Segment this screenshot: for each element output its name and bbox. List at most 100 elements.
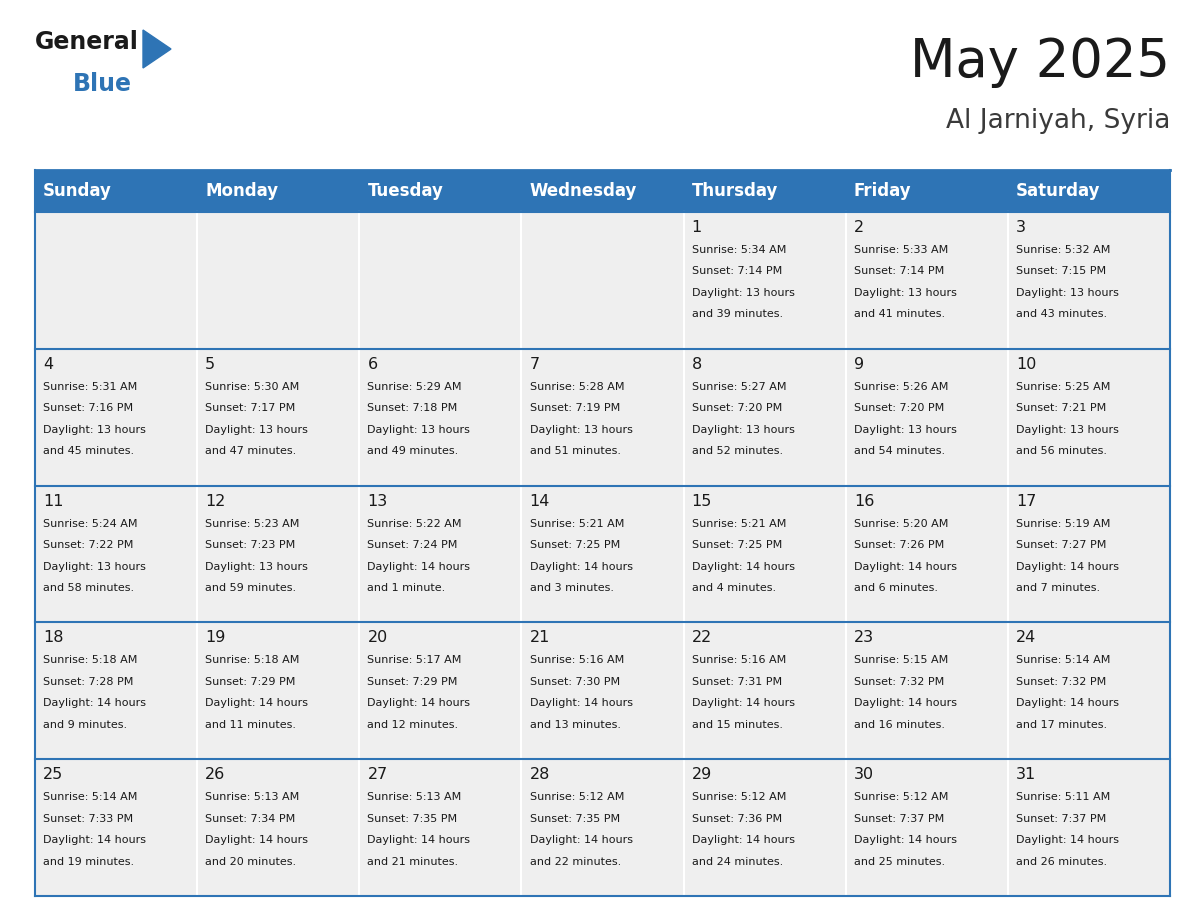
Text: Sunset: 7:37 PM: Sunset: 7:37 PM bbox=[854, 813, 944, 823]
Text: Blue: Blue bbox=[72, 72, 132, 96]
Text: 20: 20 bbox=[367, 631, 387, 645]
Text: Sunset: 7:19 PM: Sunset: 7:19 PM bbox=[530, 403, 620, 413]
Text: 8: 8 bbox=[691, 357, 702, 372]
Bar bbox=[197, 486, 359, 622]
Text: 17: 17 bbox=[1016, 494, 1036, 509]
Text: and 4 minutes.: and 4 minutes. bbox=[691, 583, 776, 593]
Bar bbox=[34, 349, 197, 486]
Text: Sunrise: 5:21 AM: Sunrise: 5:21 AM bbox=[691, 519, 786, 529]
Text: Daylight: 13 hours: Daylight: 13 hours bbox=[691, 288, 795, 298]
Text: 11: 11 bbox=[43, 494, 64, 509]
Text: and 12 minutes.: and 12 minutes. bbox=[367, 720, 459, 730]
Bar bbox=[683, 486, 846, 622]
Bar bbox=[197, 212, 359, 349]
Text: Monday: Monday bbox=[206, 182, 278, 200]
Text: Sunrise: 5:22 AM: Sunrise: 5:22 AM bbox=[367, 519, 462, 529]
Text: Sunrise: 5:28 AM: Sunrise: 5:28 AM bbox=[530, 382, 624, 392]
Text: May 2025: May 2025 bbox=[910, 36, 1170, 88]
Bar bbox=[846, 622, 1007, 759]
Text: Daylight: 13 hours: Daylight: 13 hours bbox=[1016, 288, 1119, 298]
Text: 24: 24 bbox=[1016, 631, 1036, 645]
Text: Sunset: 7:20 PM: Sunset: 7:20 PM bbox=[854, 403, 944, 413]
Text: and 13 minutes.: and 13 minutes. bbox=[530, 720, 620, 730]
Bar bbox=[359, 759, 522, 896]
Text: 4: 4 bbox=[43, 357, 53, 372]
Bar bbox=[846, 212, 1007, 349]
Text: Daylight: 14 hours: Daylight: 14 hours bbox=[691, 562, 795, 572]
Text: Daylight: 14 hours: Daylight: 14 hours bbox=[691, 835, 795, 845]
Text: Sunrise: 5:16 AM: Sunrise: 5:16 AM bbox=[530, 655, 624, 666]
Text: Sunrise: 5:17 AM: Sunrise: 5:17 AM bbox=[367, 655, 462, 666]
Text: Daylight: 14 hours: Daylight: 14 hours bbox=[530, 699, 632, 709]
Text: Sunrise: 5:21 AM: Sunrise: 5:21 AM bbox=[530, 519, 624, 529]
Text: and 22 minutes.: and 22 minutes. bbox=[530, 856, 621, 867]
Text: and 45 minutes.: and 45 minutes. bbox=[43, 446, 134, 456]
Text: Sunset: 7:37 PM: Sunset: 7:37 PM bbox=[1016, 813, 1106, 823]
Text: Sunset: 7:14 PM: Sunset: 7:14 PM bbox=[691, 266, 782, 276]
Text: Sunrise: 5:16 AM: Sunrise: 5:16 AM bbox=[691, 655, 786, 666]
Text: Sunset: 7:17 PM: Sunset: 7:17 PM bbox=[206, 403, 296, 413]
Text: and 47 minutes.: and 47 minutes. bbox=[206, 446, 297, 456]
Bar bbox=[1007, 486, 1170, 622]
Text: and 1 minute.: and 1 minute. bbox=[367, 583, 446, 593]
Text: Sunset: 7:21 PM: Sunset: 7:21 PM bbox=[1016, 403, 1106, 413]
Text: Sunrise: 5:13 AM: Sunrise: 5:13 AM bbox=[206, 792, 299, 802]
Bar bbox=[683, 212, 846, 349]
Text: Sunset: 7:34 PM: Sunset: 7:34 PM bbox=[206, 813, 296, 823]
Text: Sunset: 7:33 PM: Sunset: 7:33 PM bbox=[43, 813, 133, 823]
Text: General: General bbox=[34, 30, 139, 54]
Text: and 19 minutes.: and 19 minutes. bbox=[43, 856, 134, 867]
Text: 14: 14 bbox=[530, 494, 550, 509]
Text: and 58 minutes.: and 58 minutes. bbox=[43, 583, 134, 593]
Text: and 3 minutes.: and 3 minutes. bbox=[530, 583, 613, 593]
Text: Sunrise: 5:30 AM: Sunrise: 5:30 AM bbox=[206, 382, 299, 392]
Text: Sunset: 7:20 PM: Sunset: 7:20 PM bbox=[691, 403, 782, 413]
Bar bbox=[1007, 170, 1170, 212]
Text: Sunset: 7:15 PM: Sunset: 7:15 PM bbox=[1016, 266, 1106, 276]
Text: Daylight: 13 hours: Daylight: 13 hours bbox=[206, 425, 308, 435]
Text: Sunset: 7:18 PM: Sunset: 7:18 PM bbox=[367, 403, 457, 413]
Text: Daylight: 14 hours: Daylight: 14 hours bbox=[206, 699, 308, 709]
Text: 9: 9 bbox=[854, 357, 864, 372]
Bar bbox=[1007, 212, 1170, 349]
Text: Sunset: 7:25 PM: Sunset: 7:25 PM bbox=[691, 540, 782, 550]
Text: Al Jarniyah, Syria: Al Jarniyah, Syria bbox=[946, 108, 1170, 134]
Bar bbox=[1007, 622, 1170, 759]
Text: Wednesday: Wednesday bbox=[530, 182, 637, 200]
Text: Daylight: 14 hours: Daylight: 14 hours bbox=[1016, 835, 1119, 845]
Bar bbox=[197, 622, 359, 759]
Text: Daylight: 13 hours: Daylight: 13 hours bbox=[691, 425, 795, 435]
Text: Sunrise: 5:18 AM: Sunrise: 5:18 AM bbox=[43, 655, 138, 666]
Text: Daylight: 13 hours: Daylight: 13 hours bbox=[530, 425, 632, 435]
Bar bbox=[359, 170, 522, 212]
Text: Sunset: 7:24 PM: Sunset: 7:24 PM bbox=[367, 540, 457, 550]
Text: and 41 minutes.: and 41 minutes. bbox=[854, 309, 944, 319]
Bar bbox=[34, 759, 197, 896]
Bar bbox=[683, 759, 846, 896]
Text: 31: 31 bbox=[1016, 767, 1036, 782]
Text: Daylight: 14 hours: Daylight: 14 hours bbox=[530, 562, 632, 572]
Text: 13: 13 bbox=[367, 494, 387, 509]
Text: 16: 16 bbox=[854, 494, 874, 509]
Text: 23: 23 bbox=[854, 631, 874, 645]
Text: and 7 minutes.: and 7 minutes. bbox=[1016, 583, 1100, 593]
Text: 22: 22 bbox=[691, 631, 712, 645]
Bar bbox=[197, 759, 359, 896]
Bar bbox=[522, 212, 683, 349]
Text: and 15 minutes.: and 15 minutes. bbox=[691, 720, 783, 730]
Text: Daylight: 13 hours: Daylight: 13 hours bbox=[43, 425, 146, 435]
Text: Sunday: Sunday bbox=[43, 182, 112, 200]
Text: and 56 minutes.: and 56 minutes. bbox=[1016, 446, 1107, 456]
Bar bbox=[522, 170, 683, 212]
Text: Daylight: 14 hours: Daylight: 14 hours bbox=[1016, 562, 1119, 572]
Text: and 43 minutes.: and 43 minutes. bbox=[1016, 309, 1107, 319]
Text: Sunset: 7:29 PM: Sunset: 7:29 PM bbox=[367, 677, 457, 687]
Text: Sunset: 7:25 PM: Sunset: 7:25 PM bbox=[530, 540, 620, 550]
Text: 25: 25 bbox=[43, 767, 63, 782]
Text: and 24 minutes.: and 24 minutes. bbox=[691, 856, 783, 867]
Text: and 6 minutes.: and 6 minutes. bbox=[854, 583, 937, 593]
Text: Sunset: 7:27 PM: Sunset: 7:27 PM bbox=[1016, 540, 1106, 550]
Text: Daylight: 13 hours: Daylight: 13 hours bbox=[854, 425, 956, 435]
Text: Saturday: Saturday bbox=[1016, 182, 1100, 200]
Bar bbox=[846, 349, 1007, 486]
